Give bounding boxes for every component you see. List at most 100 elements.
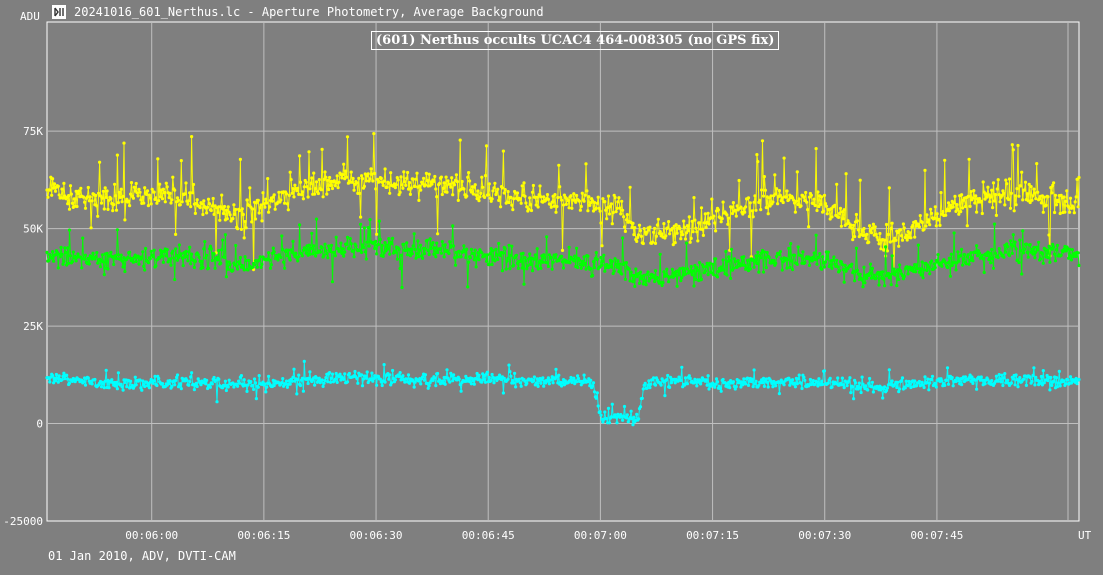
data-point — [549, 255, 553, 259]
data-point — [268, 205, 272, 209]
data-point — [104, 195, 108, 199]
data-point — [615, 265, 619, 269]
data-point — [319, 188, 323, 192]
data-point — [841, 383, 845, 387]
data-point — [399, 175, 403, 179]
data-point — [308, 252, 312, 256]
data-point — [280, 381, 284, 385]
data-point — [776, 202, 780, 206]
data-point — [212, 375, 216, 380]
data-point — [329, 376, 334, 380]
data-point — [411, 244, 415, 248]
data-point — [364, 257, 368, 261]
data-point — [141, 195, 145, 199]
data-point — [305, 185, 309, 189]
data-point — [282, 384, 286, 388]
data-point — [916, 223, 921, 227]
data-point — [298, 223, 302, 227]
data-point — [554, 367, 558, 371]
window-title: 20241016_601_Nerthus.lc - Aperture Photo… — [74, 5, 544, 19]
data-point — [457, 377, 461, 381]
data-point — [777, 252, 782, 256]
data-point — [592, 390, 597, 394]
data-point — [390, 381, 394, 385]
data-point — [231, 217, 235, 221]
data-point — [306, 381, 310, 386]
data-point — [510, 203, 514, 207]
data-point — [928, 381, 932, 385]
data-point — [889, 283, 893, 287]
data-point — [360, 174, 364, 178]
data-point — [171, 175, 175, 179]
data-point — [637, 233, 641, 237]
data-point — [730, 247, 734, 251]
data-point — [1077, 175, 1081, 180]
data-point — [364, 376, 368, 380]
data-point — [406, 373, 411, 377]
data-point — [744, 205, 748, 209]
data-point — [321, 384, 325, 388]
data-point — [356, 381, 360, 385]
data-point — [290, 191, 294, 195]
lightcurve-app-icon[interactable] — [52, 5, 66, 19]
data-point — [507, 363, 511, 367]
data-point — [661, 281, 665, 285]
data-point — [622, 225, 627, 229]
data-point — [747, 214, 752, 219]
data-point — [654, 234, 659, 238]
data-point — [285, 385, 289, 389]
data-point — [103, 186, 107, 190]
data-point — [532, 375, 537, 379]
data-point — [364, 179, 368, 183]
data-point — [766, 212, 770, 216]
data-point — [192, 265, 196, 270]
data-point — [710, 197, 714, 201]
data-point — [91, 251, 95, 255]
data-point — [960, 193, 964, 197]
data-point — [996, 379, 1000, 383]
data-point — [459, 389, 463, 393]
data-point — [794, 199, 799, 203]
data-point — [1021, 198, 1025, 202]
data-point — [477, 373, 481, 377]
data-point — [621, 208, 625, 212]
data-point — [1009, 243, 1014, 247]
data-point — [291, 187, 295, 191]
data-point — [398, 190, 402, 194]
data-point — [1041, 369, 1045, 373]
data-point — [807, 225, 811, 229]
data-point — [826, 381, 830, 385]
data-point — [722, 268, 726, 272]
data-point — [575, 380, 579, 384]
data-point — [338, 249, 342, 253]
data-point — [131, 196, 135, 200]
data-point — [639, 234, 644, 238]
data-point — [473, 183, 477, 187]
data-point — [1009, 381, 1014, 385]
data-point — [268, 266, 273, 270]
data-point — [258, 255, 262, 259]
data-point — [651, 240, 655, 244]
data-point — [387, 237, 391, 241]
data-point — [345, 235, 350, 239]
data-point — [579, 383, 583, 387]
data-point — [328, 371, 332, 375]
data-point — [578, 208, 583, 212]
data-point — [809, 193, 814, 197]
data-point — [782, 156, 786, 160]
data-point — [645, 230, 649, 234]
data-point — [1074, 254, 1078, 259]
data-point — [180, 200, 184, 204]
data-point — [791, 198, 796, 202]
data-point — [1016, 385, 1020, 389]
data-point — [454, 173, 458, 177]
data-point — [680, 365, 684, 369]
data-point — [882, 248, 886, 252]
data-point — [406, 253, 410, 257]
data-point — [288, 382, 292, 386]
data-point — [518, 381, 522, 385]
data-point — [502, 376, 506, 380]
data-point — [666, 226, 670, 230]
data-point — [226, 205, 230, 209]
data-point — [687, 374, 691, 378]
